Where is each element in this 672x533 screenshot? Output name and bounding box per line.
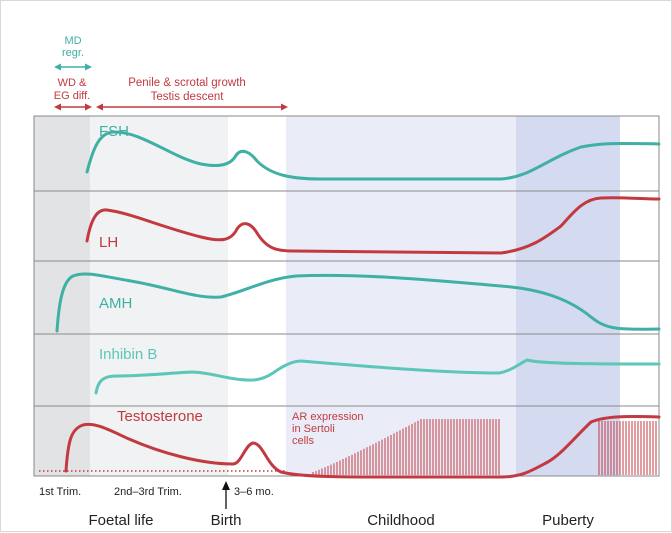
testosterone-curve bbox=[64, 415, 661, 479]
three-six-months-label: 3–6 mo. bbox=[234, 486, 274, 498]
puberty-label: Puberty bbox=[542, 512, 594, 529]
fsh-label: FSH bbox=[99, 123, 129, 140]
childhood-label: Childhood bbox=[367, 512, 435, 529]
amh-label: AMH bbox=[99, 295, 132, 312]
md-regression-label: MD regr. bbox=[62, 35, 84, 59]
lh-curve bbox=[85, 196, 661, 255]
penile-scrotal-label: Penile & scrotal growth Testis descent bbox=[128, 77, 246, 103]
ar-expression-label: AR expression in Sertoli cells bbox=[292, 411, 364, 447]
inhibin-b-curve bbox=[94, 358, 661, 395]
inhibin-b-label: Inhibin B bbox=[99, 346, 157, 363]
second-third-trimester-label: 2nd–3rd Trim. bbox=[114, 486, 182, 498]
lh-label: LH bbox=[99, 234, 118, 251]
wd-eg-diff-label: WD & EG diff. bbox=[54, 77, 90, 102]
first-trimester-label: 1st Trim. bbox=[39, 486, 81, 498]
birth-arrow-head bbox=[222, 481, 230, 490]
birth-label: Birth bbox=[211, 512, 242, 529]
ar-expression-hatching bbox=[312, 419, 657, 475]
amh-curve bbox=[55, 272, 661, 333]
testosterone-label: Testosterone bbox=[117, 408, 203, 425]
foetal-life-label: Foetal life bbox=[88, 512, 153, 529]
band-childhood bbox=[286, 116, 516, 476]
fsh-curve bbox=[85, 130, 661, 181]
band-puberty bbox=[516, 116, 620, 476]
